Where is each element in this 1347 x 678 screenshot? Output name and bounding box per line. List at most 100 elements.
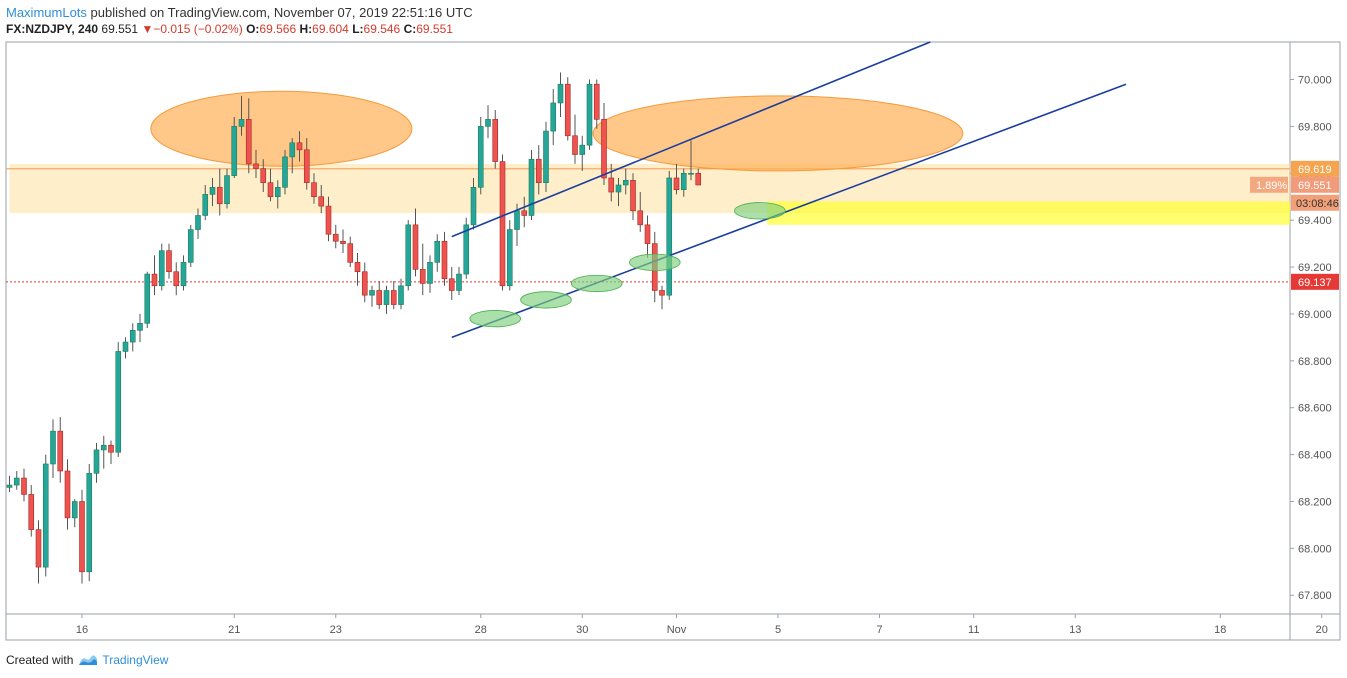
open-label: O: <box>246 22 260 36</box>
candle-down <box>166 250 172 273</box>
candle-down <box>267 182 274 198</box>
green-ellipse-5 <box>734 202 786 220</box>
candle-up <box>224 175 230 205</box>
candle-up <box>463 224 470 275</box>
candle-down <box>173 271 180 287</box>
price-tick-label: 68.600 <box>1298 403 1332 415</box>
time-tick-label: 7 <box>876 624 882 636</box>
time-tick-label: Nov <box>667 624 687 636</box>
candle-up <box>586 83 593 146</box>
candle-up <box>506 229 513 287</box>
time-tick-label: 13 <box>1069 624 1081 636</box>
candle-down <box>572 135 578 155</box>
candle-up <box>528 158 535 216</box>
green-ellipse-1 <box>469 310 522 328</box>
candle-down <box>303 149 310 183</box>
price-tick-label: 68.000 <box>1298 543 1332 555</box>
candle-down <box>564 83 571 137</box>
candle-down <box>64 470 71 519</box>
candle-up <box>187 229 194 263</box>
green-ellipse-4 <box>628 253 681 271</box>
candle-down <box>492 119 499 162</box>
candle-down <box>354 262 361 273</box>
candle-up <box>137 323 143 331</box>
interval[interactable]: 240 <box>78 22 99 36</box>
candle-up <box>369 290 375 296</box>
candle-down <box>637 210 644 226</box>
publish-line: MaximumLots published on TradingView.com… <box>6 5 473 20</box>
candle-down <box>659 290 665 296</box>
candle-down <box>216 187 223 205</box>
orange-ellipse-1 <box>150 90 413 167</box>
open-value: 69.566 <box>259 22 297 36</box>
candle-up <box>579 144 586 155</box>
candle-up <box>470 187 477 226</box>
candle-down <box>593 83 600 120</box>
candle-up <box>557 83 564 104</box>
candle-up <box>398 285 404 305</box>
candle-up <box>680 172 687 190</box>
candle-down <box>499 161 506 287</box>
candle-down <box>347 243 354 263</box>
candle-up <box>477 126 484 188</box>
candle-up <box>514 210 520 230</box>
support-price-label: 69.137 <box>1298 277 1332 289</box>
time-tick-label: 18 <box>1214 624 1226 636</box>
created-with-text: Created with <box>6 653 74 667</box>
candle-up <box>115 351 122 453</box>
ohlc-line: FX:NZDJPY, 240 69.551 ▼−0.015 (−0.02%) O… <box>6 22 453 36</box>
candle-down <box>296 142 303 151</box>
symbol[interactable]: FX:NZDJPY <box>6 22 72 36</box>
footer: Created with TradingView <box>6 653 168 667</box>
candle-up <box>93 449 100 474</box>
candle-up <box>666 177 673 296</box>
pct-badge-box <box>1250 176 1288 193</box>
candle-down <box>441 240 448 280</box>
candle-up <box>550 102 557 132</box>
published-text: published on TradingView.com, November 0… <box>90 5 473 20</box>
last-price: 69.551 <box>101 22 139 36</box>
close-value: 69.551 <box>416 22 453 36</box>
candle-up <box>456 273 462 291</box>
price-tick-label: 68.200 <box>1298 496 1332 508</box>
candle-down <box>35 529 42 568</box>
candle-down <box>448 278 455 291</box>
candle-down <box>79 501 85 573</box>
candle-down <box>673 177 680 190</box>
current-price-label-box <box>1291 176 1339 193</box>
candle-down <box>601 119 607 179</box>
tradingview-logo-icon <box>79 655 98 665</box>
candle-up <box>86 473 93 573</box>
price-tick-label: 69.000 <box>1298 309 1332 321</box>
candle-up <box>289 142 296 158</box>
high-label: H: <box>299 22 313 36</box>
candle-up <box>543 130 549 183</box>
candle-up <box>195 215 201 230</box>
candle-up <box>144 273 151 324</box>
candle-down <box>318 196 325 207</box>
time-tick-label: 30 <box>576 624 588 636</box>
author-link[interactable]: MaximumLots <box>6 5 87 20</box>
candle-up <box>180 262 187 287</box>
candle-up <box>434 240 441 263</box>
timer-box <box>1291 194 1339 211</box>
price-tick-label: 70.000 <box>1298 75 1332 87</box>
candle-down <box>630 180 636 212</box>
candle-up <box>100 444 107 451</box>
candle-up <box>238 119 245 127</box>
candle-up <box>202 194 209 216</box>
time-tick-label: 28 <box>475 624 487 636</box>
candle-down <box>332 233 339 242</box>
candle-up <box>209 187 216 195</box>
candle-down <box>361 271 368 296</box>
candle-down <box>108 444 114 453</box>
tradingview-brand[interactable]: TradingView <box>102 653 169 667</box>
time-tick-label: 23 <box>330 624 342 636</box>
high-value: 69.604 <box>312 22 349 36</box>
candle-down <box>535 158 542 183</box>
candle-up <box>50 430 56 465</box>
candle-down <box>644 224 651 244</box>
candle-down <box>695 172 702 186</box>
low-label: L: <box>352 22 364 36</box>
